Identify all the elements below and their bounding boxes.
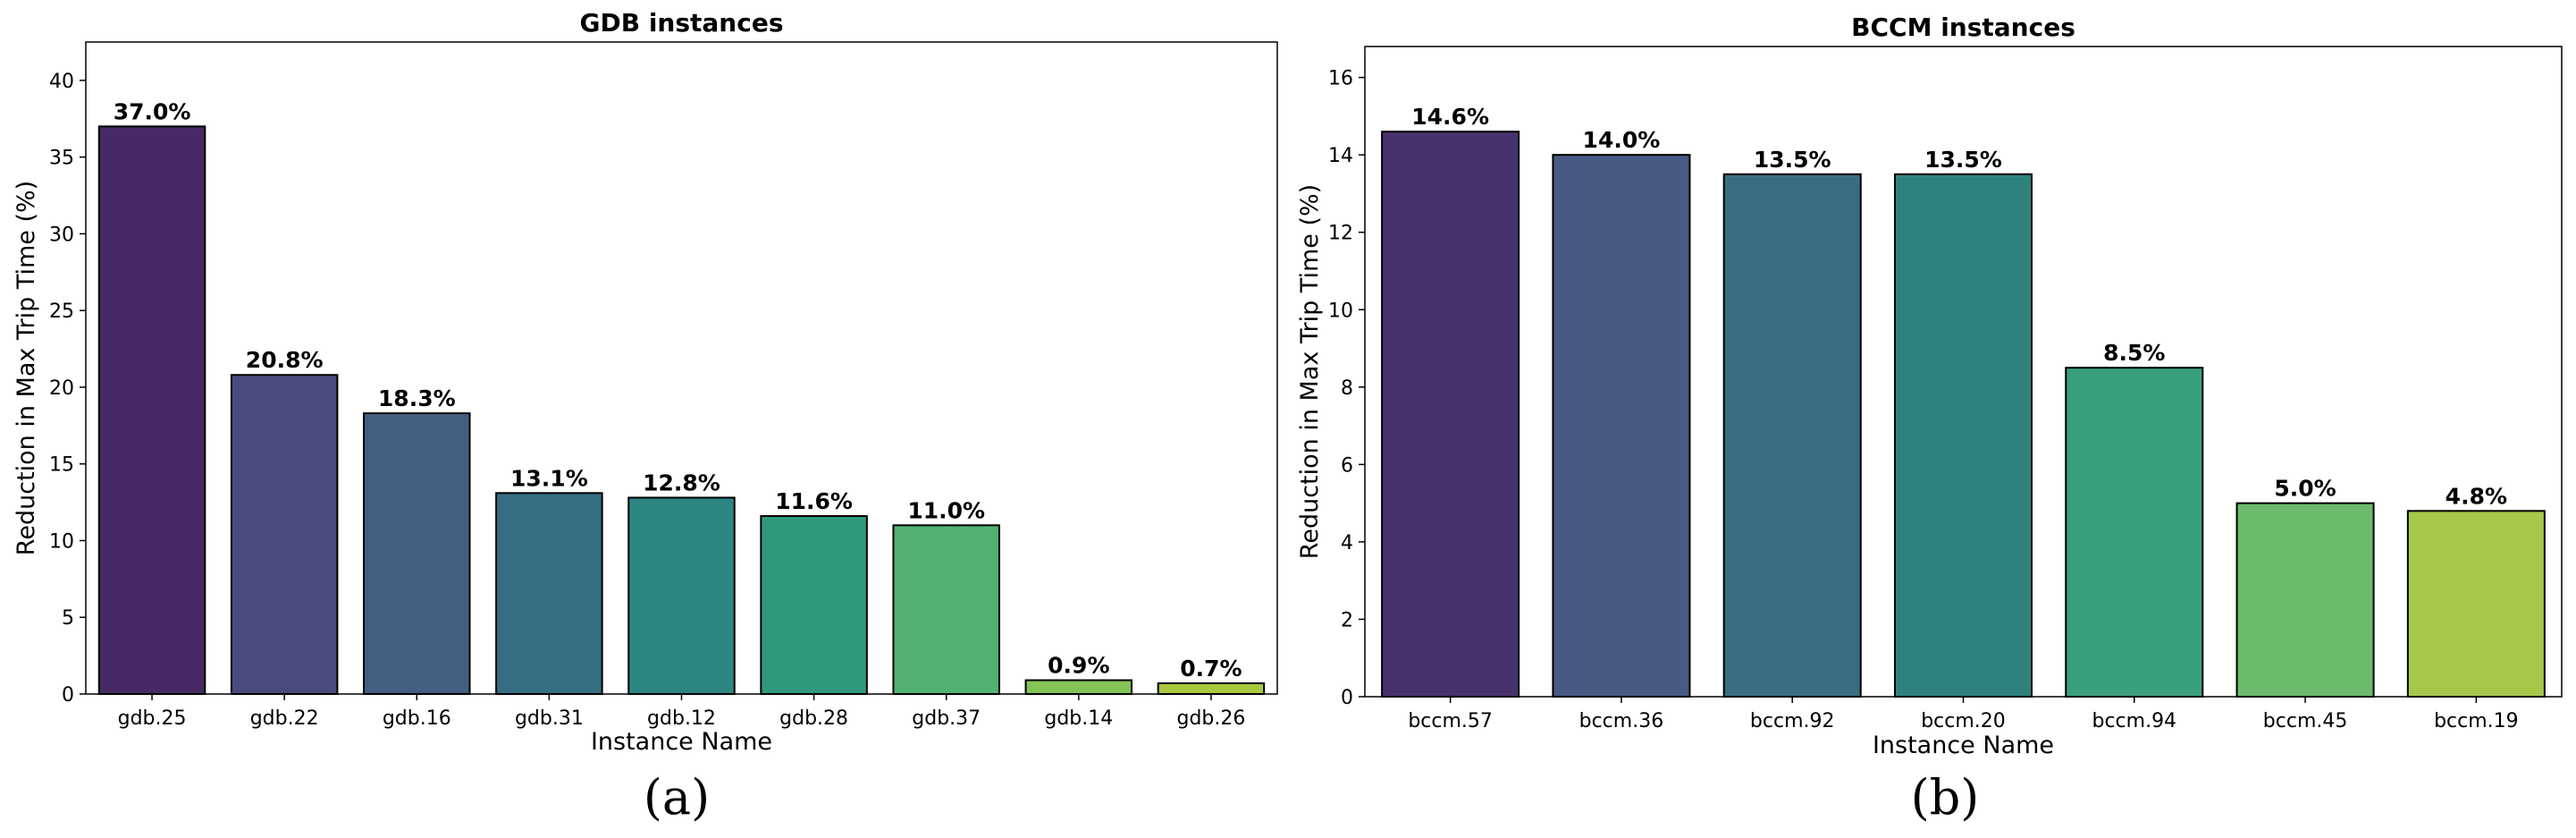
bccm-x-tick-label: bccm.20: [1921, 710, 2006, 732]
gdb-y-tick-label: 5: [62, 607, 74, 630]
gdb-bar: [230, 374, 339, 695]
bccm-bar: [1722, 173, 1862, 698]
gdb-bar: [627, 496, 736, 696]
gdb-y-tick-label: 20: [49, 377, 74, 400]
bccm-x-tick-label: bccm.36: [1579, 710, 1664, 732]
gdb-x-tick-label: gdb.14: [1044, 707, 1113, 730]
gdb-y-tick-label: 10: [49, 530, 74, 553]
gdb-y-axis-label: Reduction in Max Trip Time (%): [13, 181, 40, 555]
gdb-chart: 37.0% gdb.25 20.8% gdb.22 18.3% gdb.16 13.1% gd…: [13, 8, 1278, 756]
bccm-bar: [2406, 510, 2546, 698]
bccm-x-tick-label: bccm.57: [1408, 710, 1493, 732]
bccm-y-tick-label: 4: [1341, 532, 1353, 554]
gdb-y-tick-label: 35: [49, 148, 74, 170]
gdb-x-tick-label: gdb.25: [118, 707, 187, 730]
gdb-x-tick-label: gdb.22: [250, 707, 319, 730]
gdb-bar: [495, 492, 603, 695]
gdb-value-label: 20.8%: [246, 347, 324, 373]
bccm-bar: [1893, 173, 2033, 698]
bccm-x-axis-label: Instance Name: [1873, 732, 2054, 759]
gdb-x-tick-label: gdb.28: [779, 707, 848, 730]
gdb-x-axis-label: Instance Name: [591, 728, 772, 756]
gdb-bar: [1024, 679, 1133, 696]
bccm-y-tick-label: 2: [1341, 609, 1353, 631]
bccm-value-label: 14.6%: [1411, 104, 1489, 130]
gdb-bar: [892, 524, 1000, 695]
gdb-value-label: 11.0%: [907, 497, 985, 523]
bccm-x-tick-label: bccm.92: [1750, 710, 1835, 732]
gdb-y-tick-label: 40: [49, 71, 74, 93]
gdb-x-tick-label: gdb.37: [912, 707, 981, 730]
gdb-value-label: 37.0%: [114, 98, 191, 124]
gdb-bar: [1157, 681, 1266, 695]
bccm-bar: [2065, 367, 2204, 698]
panel-label-b: (b): [1911, 769, 1980, 825]
gdb-value-label: 0.7%: [1180, 656, 1242, 681]
gdb-value-label: 0.9%: [1048, 653, 1109, 679]
bccm-value-label: 14.0%: [1583, 127, 1661, 153]
bccm-y-tick-label: 8: [1341, 377, 1353, 400]
bccm-bar: [2235, 502, 2375, 698]
bccm-value-label: 8.5%: [2103, 340, 2165, 366]
bccm-plot-frame: [1364, 46, 2563, 698]
bccm-y-tick-label: 16: [1328, 68, 1353, 90]
bccm-y-tick-label: 0: [1341, 687, 1353, 709]
bccm-y-tick-label: 6: [1341, 454, 1353, 477]
gdb-bar: [363, 412, 471, 695]
bccm-value-label: 13.5%: [1754, 147, 1831, 173]
bccm-bar: [1381, 131, 1520, 698]
bccm-x-tick-label: bccm.19: [2434, 710, 2519, 732]
panel-label-a: (a): [644, 769, 710, 825]
gdb-value-label: 18.3%: [378, 385, 456, 411]
bccm-value-label: 13.5%: [1924, 147, 2002, 173]
gdb-plot-frame: [85, 41, 1278, 695]
bccm-y-tick-label: 10: [1328, 300, 1353, 322]
gdb-y-tick-label: 0: [62, 684, 74, 707]
gdb-y-tick-label: 30: [49, 224, 74, 246]
gdb-x-tick-label: gdb.16: [383, 707, 451, 730]
bccm-value-label: 4.8%: [2446, 483, 2507, 509]
gdb-bar: [97, 125, 206, 695]
gdb-x-tick-label: gdb.12: [647, 707, 716, 730]
gdb-y-tick-label: 25: [49, 300, 74, 323]
bccm-chart-title: BCCM instances: [1851, 13, 2075, 42]
gdb-y-tick-label: 15: [49, 454, 74, 477]
bccm-y-axis-label: Reduction in Max Trip Time (%): [1296, 184, 1324, 559]
bccm-y-tick-label: 12: [1328, 223, 1353, 245]
bccm-y-tick-label: 14: [1328, 145, 1353, 167]
gdb-chart-title: GDB instances: [580, 8, 784, 38]
gdb-value-label: 13.1%: [510, 465, 588, 491]
gdb-value-label: 11.6%: [775, 488, 853, 514]
bccm-value-label: 5.0%: [2274, 476, 2336, 502]
bccm-x-tick-label: bccm.45: [2263, 710, 2348, 732]
bccm-bar: [1552, 154, 1691, 698]
gdb-bar: [760, 515, 868, 695]
gdb-x-tick-label: gdb.31: [515, 707, 584, 730]
bccm-x-tick-label: bccm.94: [2092, 710, 2176, 732]
gdb-x-tick-label: gdb.26: [1176, 707, 1245, 730]
gdb-value-label: 12.8%: [643, 470, 720, 495]
bccm-chart: 14.6% bccm.57 14.0% bccm.36 13.5% bccm.92 13.5…: [1296, 13, 2563, 759]
